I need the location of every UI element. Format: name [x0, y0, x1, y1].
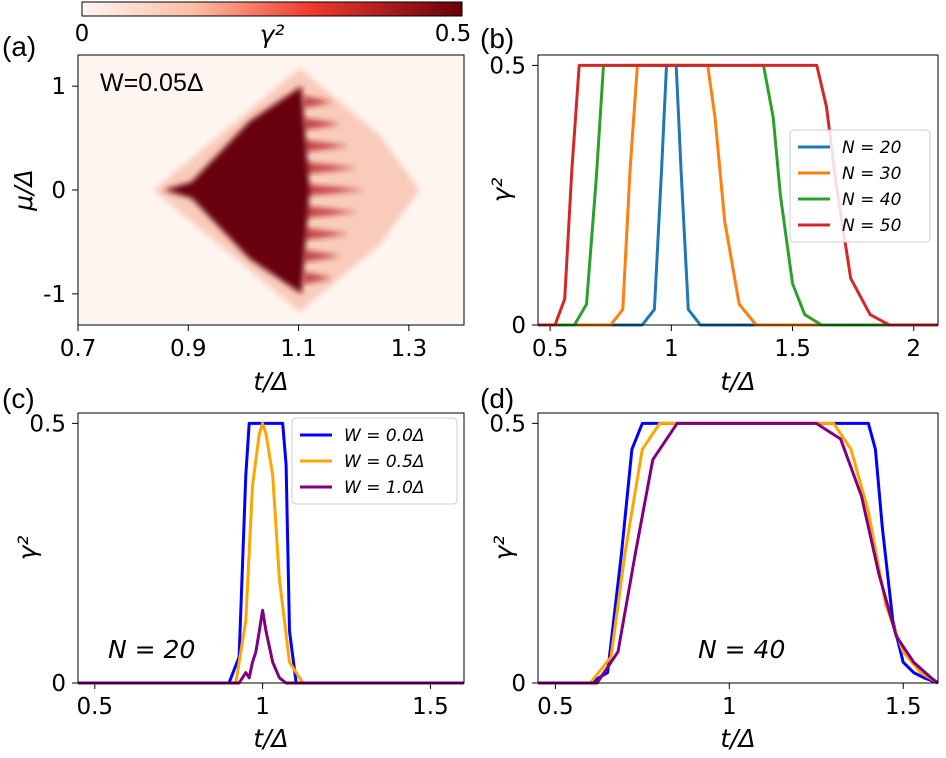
legend-box: [789, 129, 931, 243]
heatmap-annotation: W=0.05Δ: [100, 69, 204, 97]
series-line: [538, 421, 939, 685]
y-tick-label: -1: [43, 282, 66, 308]
x-tick-label: 1.1: [280, 336, 317, 362]
legend-entry: N = 40: [842, 190, 901, 210]
legend-entry: N = 50: [842, 216, 901, 236]
colorbar-max-label: 0.5: [435, 21, 472, 47]
x-tick-label: 1.5: [412, 694, 449, 720]
panel-c-frame: [77, 412, 465, 684]
x-tick-label: 1: [255, 694, 270, 720]
panel-a-ylabel: μ/Δ: [9, 169, 38, 211]
heatmap-fringe: [303, 140, 349, 152]
x-tick-label: 0.7: [60, 336, 97, 362]
panel-b: (b) 0.5 1 1.5 200.5 N = 20N = 30N = 40N = 5…: [480, 23, 939, 396]
y-tick-label: 0.5: [489, 411, 526, 437]
panel-c-label: (c): [2, 383, 35, 414]
panel-d-ticks: 0.5 1 1.5 0 0.5: [489, 411, 921, 720]
heatmap-fringe: [303, 162, 357, 174]
panel-d: (d) 0.5 1 1.5 0 0.5 N = 40 t/Δ γ²: [480, 383, 939, 753]
x-tick-label: 0.5: [537, 694, 574, 720]
panel-a-label: (a): [2, 31, 36, 62]
panel-d-lines: [538, 421, 939, 685]
panel-c-annotation: N = 20: [108, 635, 195, 664]
panel-b-ylabel: γ²: [487, 178, 516, 203]
legend-box: [291, 417, 458, 505]
heatmap-fringe: [303, 250, 341, 262]
panel-c-ticks: 0.5 1 1.5 0 0.5: [29, 411, 448, 720]
panel-c-ylabel: γ²: [13, 536, 42, 561]
series-line: [538, 421, 939, 685]
heatmap-region-group: [153, 68, 420, 312]
panel-a: 0 γ² 0.5 (a) W=0.05Δ 0.7 0.9 1.1 1.3 1 0 -1 t/…: [2, 1, 472, 396]
series-line: [78, 421, 464, 685]
colorbar-label: γ²: [260, 20, 285, 49]
y-tick-label: 0: [511, 313, 526, 339]
panel-c-lines: [78, 421, 464, 685]
colorbar: [81, 1, 463, 17]
heatmap-fringe: [303, 272, 333, 284]
heatmap-fringe: [303, 228, 349, 240]
series-line: [538, 63, 938, 327]
legend-entry: N = 20: [842, 138, 901, 158]
series-line: [78, 421, 464, 685]
y-tick-label: 0: [51, 178, 66, 204]
x-tick-label: 1.5: [885, 694, 922, 720]
x-tick-label: 0.5: [532, 336, 569, 362]
panel-a-xlabel: t/Δ: [253, 367, 288, 396]
x-tick-label: 2: [906, 336, 921, 362]
x-tick-label: 1: [664, 336, 679, 362]
panel-d-label: (d): [480, 383, 514, 414]
panel-a-ticks: 0.7 0.9 1.1 1.3 1 0 -1: [43, 74, 427, 362]
series-line: [538, 421, 939, 685]
panel-b-xlabel: t/Δ: [720, 367, 755, 396]
y-tick-label: 0.5: [489, 53, 526, 79]
y-tick-label: 1: [51, 74, 66, 100]
legend-entry: W = 1.0Δ: [344, 478, 425, 498]
panel-c-legend: W = 0.0Δ W = 0.5Δ W = 1.0Δ: [291, 417, 458, 505]
panel-b-frame: [537, 54, 939, 326]
x-tick-label: 0.9: [170, 336, 207, 362]
x-tick-label: 0.5: [76, 694, 113, 720]
panel-d-frame: [537, 412, 939, 684]
panel-b-legend: N = 20 N = 30 N = 40 N = 50: [789, 129, 931, 243]
legend-entry: W = 0.5Δ: [344, 452, 425, 472]
colorbar-min-label: 0: [75, 21, 90, 47]
legend-entry: N = 30: [842, 164, 901, 184]
panel-b-label: (b): [480, 23, 514, 54]
heatmap-fringe: [303, 184, 365, 196]
heatmap-fringe: [303, 118, 341, 130]
x-tick-label: 1: [722, 694, 737, 720]
heatmap-dark-region: [163, 86, 310, 294]
x-tick-label: 1.3: [391, 336, 428, 362]
panel-b-ticks: 0.5 1 1.5 200.5: [489, 53, 921, 362]
panel-c-xlabel: t/Δ: [253, 724, 288, 753]
heatmap-fringe: [303, 206, 357, 218]
panel-d-ylabel: γ²: [489, 536, 518, 561]
panel-d-annotation: N = 40: [698, 635, 785, 664]
series-line: [538, 63, 938, 327]
panel-d-xlabel: t/Δ: [720, 724, 755, 753]
panel-b-lines: [538, 63, 938, 327]
series-line: [78, 608, 464, 685]
y-tick-label: 0: [51, 671, 66, 697]
y-tick-label: 0.5: [29, 411, 66, 437]
legend-entry: W = 0.0Δ: [344, 426, 425, 446]
y-tick-label: 0: [511, 671, 526, 697]
panel-c: (c) 0.5 1 1.5 0 0.5 W = 0.0Δ W = 0.5Δ W = 1.0Δ…: [2, 383, 465, 753]
heatmap-fringe: [303, 96, 333, 108]
x-tick-label: 1.5: [774, 336, 811, 362]
